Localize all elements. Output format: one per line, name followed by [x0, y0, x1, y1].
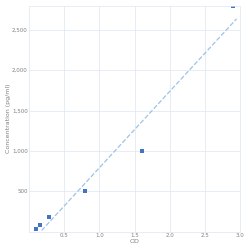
Point [140, 149, 143, 153]
Point [231, 4, 235, 8]
Point [83, 189, 87, 193]
X-axis label: OD: OD [130, 240, 140, 244]
Point [47, 215, 51, 219]
Point [34, 227, 38, 231]
Point [38, 223, 42, 227]
Y-axis label: Concentration (pg/ml): Concentration (pg/ml) [6, 84, 10, 153]
